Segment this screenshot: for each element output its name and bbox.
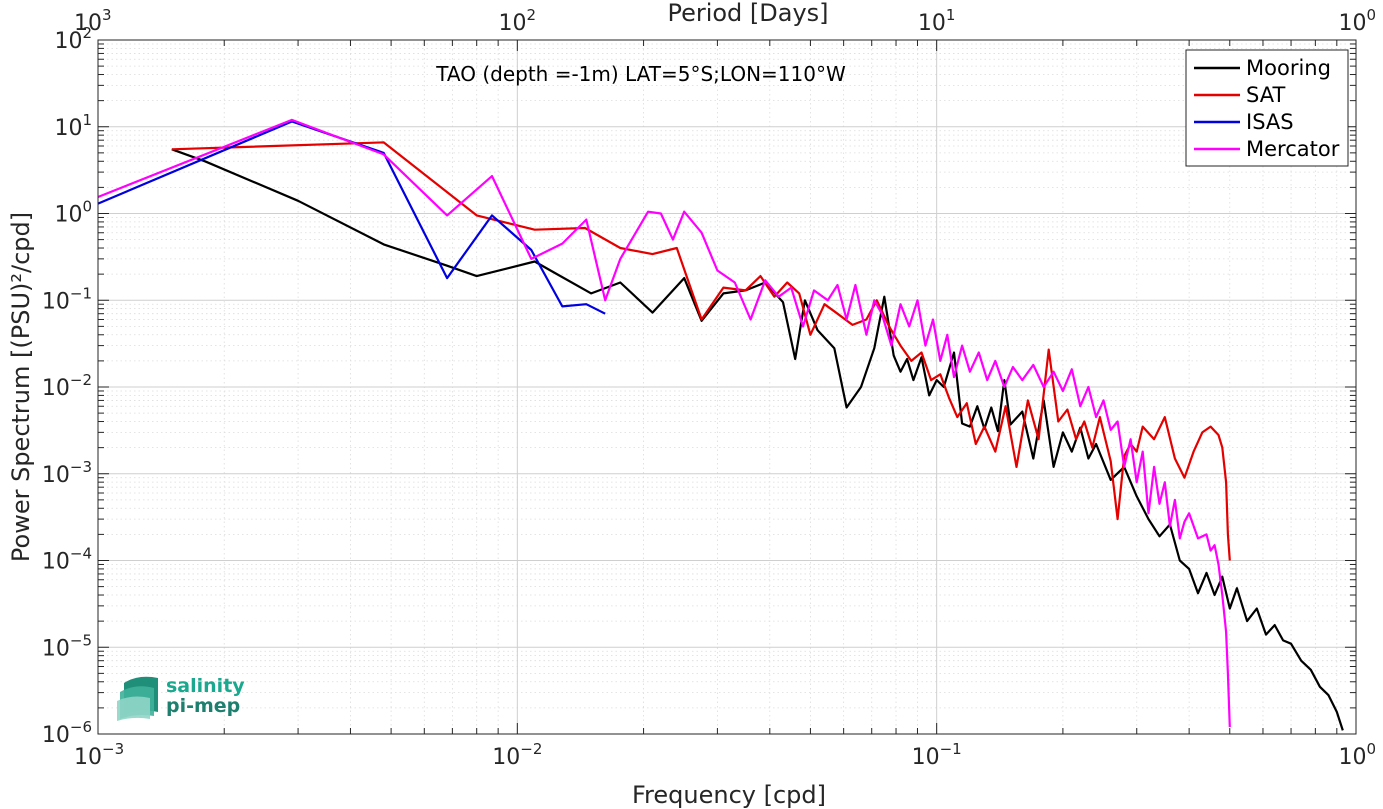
logo-line2: pi-mep: [166, 695, 240, 717]
y-tick-label: 10−6: [42, 718, 92, 748]
y-tick-labels: 10−6 10−5 10−4 10−3 10−2 10−1 100 101 102: [42, 24, 92, 748]
y-tick-label: 102: [54, 24, 92, 54]
x-tick-label: 10−3: [74, 740, 124, 770]
chart-title: TAO (depth =-1m) LAT=5°S;LON=110°W: [435, 62, 846, 86]
series-line-sat: [171, 141, 1231, 561]
x-tick-labels: 10−3 10−2 10−1 100: [74, 740, 1376, 770]
x-tick-label: 100: [1338, 740, 1376, 770]
y-tick-label: 10−3: [42, 458, 92, 488]
x-tick-label: 10−2: [492, 740, 542, 770]
legend-label-sat: SAT: [1246, 83, 1285, 107]
y-tick-label: 10−4: [42, 545, 92, 575]
x-tick-label: 10−1: [912, 740, 962, 770]
x2-tick-label: 102: [499, 6, 537, 36]
legend-label-mooring: Mooring: [1246, 56, 1331, 80]
y-axis-label: Power Spectrum [(PSU)²/cpd]: [7, 212, 35, 562]
legend-box: [1185, 49, 1349, 167]
x2-axis-label: Period [Days]: [667, 0, 828, 27]
x2-tick-label: 101: [918, 6, 956, 36]
y-tick-label: 100: [54, 198, 92, 228]
logo-waves-icon: [117, 676, 158, 721]
x2-tick-label: 103: [74, 6, 112, 36]
salinity-pi-mep-logo: salinity pi-mep: [117, 675, 245, 721]
logo-line1: salinity: [166, 675, 245, 697]
series-line-mooring: [171, 148, 1344, 731]
legend-label-mercator: Mercator: [1246, 137, 1340, 161]
legend-label-isas: ISAS: [1246, 110, 1294, 134]
x2-tick-labels: 103 102 101 100: [74, 6, 1376, 36]
series-layer: [97, 118, 1344, 731]
x2-tick-label: 100: [1338, 6, 1376, 36]
legend: Mooring SAT ISAS Mercator: [1185, 49, 1349, 167]
tick-marks: [97, 39, 1357, 735]
y-tick-label: 10−1: [42, 284, 92, 314]
y-tick-label: 10−2: [42, 371, 92, 401]
series-line-mercator: [97, 118, 1231, 728]
y-tick-label: 101: [54, 111, 92, 141]
x-axis-label: Frequency [cpd]: [632, 781, 826, 809]
y-tick-label: 10−5: [42, 631, 92, 661]
